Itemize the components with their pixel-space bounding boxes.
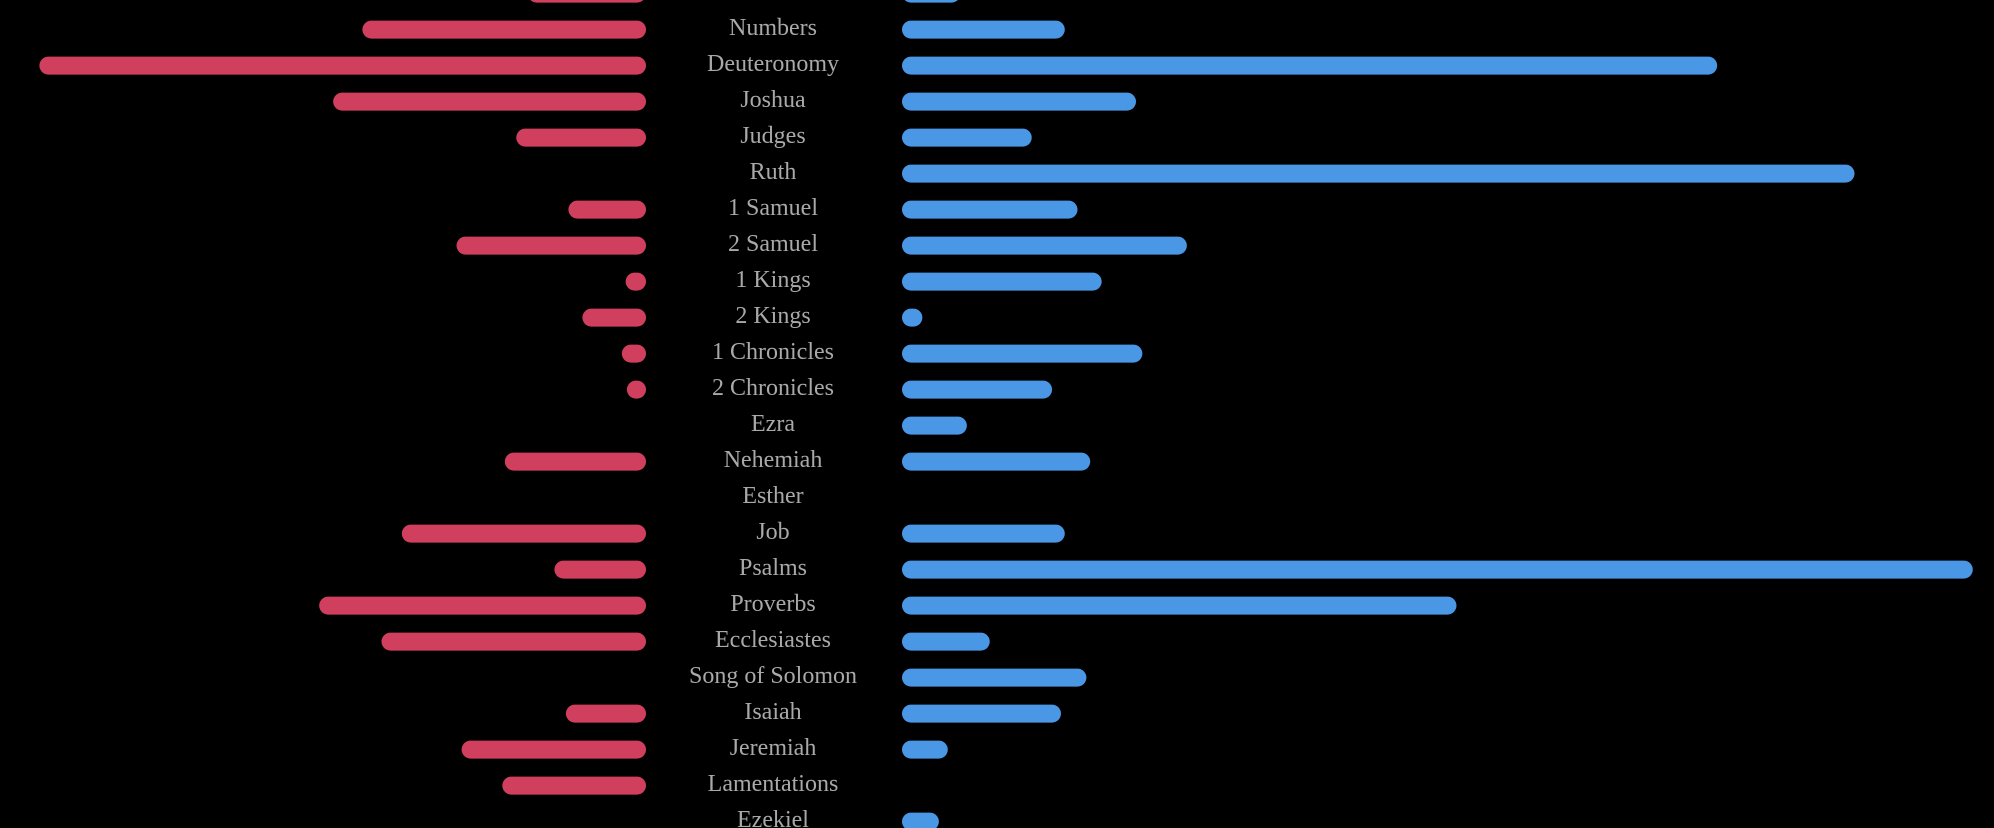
bar	[902, 632, 990, 651]
bar	[902, 560, 1973, 579]
bar	[902, 308, 923, 327]
category-label: 1 Kings	[735, 267, 810, 293]
bar	[902, 452, 1091, 471]
bar	[902, 704, 1061, 723]
category-label: Song of Solomon	[689, 663, 857, 689]
bar	[904, 0, 958, 3]
category-label: 2 Chronicles	[712, 375, 834, 401]
bar	[381, 632, 646, 651]
bar	[621, 344, 646, 363]
bar	[568, 200, 646, 219]
bar	[456, 236, 646, 255]
category-label: Deuteronomy	[707, 51, 839, 77]
bar	[902, 812, 939, 828]
category-label: Ezra	[751, 411, 795, 437]
bar	[902, 92, 1136, 111]
category-label: Ruth	[750, 159, 797, 185]
category-label: Leviticus	[728, 0, 817, 5]
category-label: 1 Chronicles	[712, 339, 834, 365]
category-label: Isaiah	[744, 699, 801, 725]
bar	[902, 344, 1143, 363]
category-label: Jeremiah	[730, 735, 817, 761]
bar	[39, 56, 646, 75]
bar	[582, 308, 646, 327]
bar	[902, 524, 1065, 543]
bar	[902, 668, 1087, 687]
category-label: 1 Samuel	[728, 195, 818, 221]
bar	[516, 128, 646, 147]
bar	[902, 20, 1065, 39]
bar	[902, 200, 1078, 219]
bar	[902, 416, 967, 435]
bar	[554, 560, 646, 579]
category-label: Judges	[740, 123, 805, 149]
category-label: Joshua	[740, 87, 806, 113]
category-label: Psalms	[739, 555, 807, 581]
category-label: 2 Kings	[735, 303, 810, 329]
bar	[902, 164, 1855, 183]
bar	[502, 776, 646, 795]
category-label: Job	[756, 519, 789, 545]
bar	[461, 740, 646, 759]
bar	[902, 740, 948, 759]
bar	[565, 704, 646, 723]
category-label: Lamentations	[708, 771, 839, 797]
category-label: Ezekiel	[737, 807, 809, 828]
category-label: Esther	[742, 483, 803, 509]
bar	[902, 272, 1102, 291]
category-label: Ecclesiastes	[715, 627, 831, 653]
bar	[504, 452, 646, 471]
bar	[362, 20, 646, 39]
bar	[902, 236, 1187, 255]
bar	[401, 524, 646, 543]
category-label: Proverbs	[730, 591, 815, 617]
bar	[626, 380, 646, 399]
bar	[902, 56, 1718, 75]
bar	[530, 0, 644, 3]
bar	[902, 596, 1457, 615]
bar	[333, 92, 646, 111]
bar	[902, 380, 1053, 399]
bar	[902, 128, 1032, 147]
bar	[625, 272, 646, 291]
category-label: Nehemiah	[724, 447, 823, 473]
category-label: 2 Samuel	[728, 231, 818, 257]
category-label: Numbers	[729, 15, 817, 41]
bar	[319, 596, 646, 615]
